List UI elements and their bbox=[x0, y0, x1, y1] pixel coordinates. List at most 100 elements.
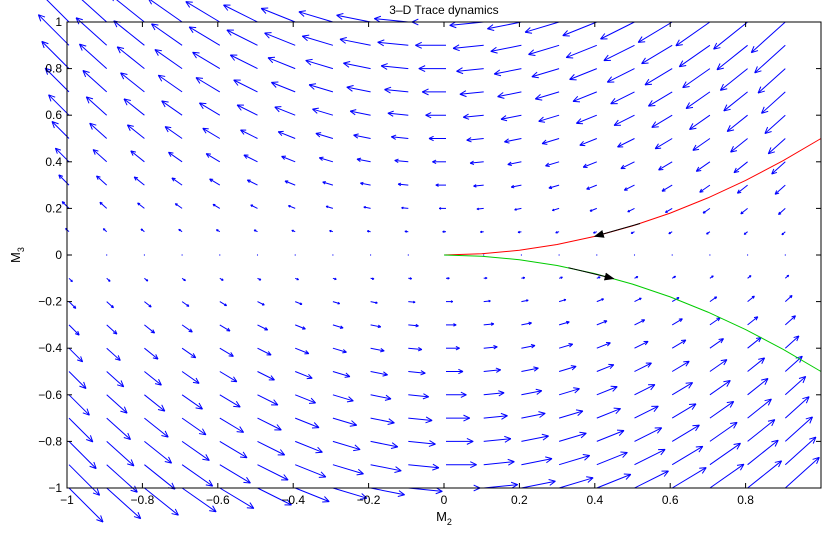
y-tick-label: −0.8 bbox=[38, 434, 62, 448]
field-arrow bbox=[652, 115, 672, 127]
field-arrow bbox=[672, 361, 689, 371]
field-arrow bbox=[467, 138, 484, 142]
field-arrow bbox=[52, 122, 69, 139]
field-arrow bbox=[193, 52, 220, 68]
y-axis-title-main: M bbox=[8, 252, 23, 263]
field-arrow bbox=[241, 130, 258, 139]
field-arrow bbox=[371, 325, 381, 328]
field-arrow bbox=[261, 8, 295, 22]
field-arrow bbox=[295, 441, 322, 452]
field-arrow bbox=[292, 230, 295, 232]
field-arrow bbox=[107, 441, 134, 465]
field-arrow bbox=[635, 363, 652, 372]
field-arrow bbox=[748, 317, 758, 325]
field-arrow bbox=[69, 441, 96, 468]
field-arrow bbox=[785, 316, 795, 325]
field-arrow bbox=[408, 464, 439, 470]
field-arrow bbox=[330, 230, 333, 232]
field-arrow bbox=[220, 372, 237, 382]
field-arrow bbox=[319, 157, 333, 162]
field-arrow bbox=[446, 415, 470, 421]
field-arrow bbox=[508, 162, 522, 166]
field-arrow bbox=[340, 37, 371, 45]
field-arrow bbox=[275, 107, 295, 116]
field-arrow bbox=[323, 182, 333, 186]
field-arrow bbox=[755, 45, 786, 73]
field-arrow bbox=[693, 139, 710, 151]
field-arrow bbox=[364, 207, 371, 209]
field-arrow bbox=[278, 131, 295, 138]
field-arrow bbox=[446, 324, 456, 327]
field-arrow bbox=[532, 69, 559, 78]
field-arrow bbox=[90, 123, 107, 138]
field-arrow bbox=[576, 115, 596, 124]
field-arrow bbox=[559, 388, 579, 395]
field-arrow bbox=[103, 229, 106, 232]
y-tick-label: −1 bbox=[48, 481, 62, 495]
field-arrow bbox=[127, 125, 144, 139]
field-arrow bbox=[463, 114, 483, 119]
field-arrow bbox=[521, 344, 535, 348]
field-arrow bbox=[624, 185, 634, 190]
field-arrow bbox=[371, 395, 391, 401]
field-arrow bbox=[645, 69, 672, 85]
field-arrow bbox=[648, 92, 672, 106]
field-arrow bbox=[596, 254, 597, 255]
field-arrow bbox=[388, 111, 408, 116]
field-arrow bbox=[265, 33, 296, 46]
field-arrow bbox=[690, 115, 710, 129]
field-arrow bbox=[182, 418, 206, 435]
field-arrow bbox=[477, 208, 484, 210]
field-arrow bbox=[38, 15, 69, 46]
field-arrow bbox=[408, 301, 415, 303]
field-arrow bbox=[484, 368, 501, 372]
field-arrow bbox=[720, 69, 747, 91]
field-arrow bbox=[583, 162, 597, 168]
field-arrow bbox=[731, 139, 748, 153]
x-tick-label: 0 bbox=[441, 493, 448, 507]
field-arrow bbox=[237, 105, 257, 115]
field-arrow bbox=[199, 103, 219, 115]
field-arrow bbox=[748, 358, 765, 372]
x-tick-label: 0.8 bbox=[737, 493, 754, 507]
field-arrow bbox=[662, 185, 672, 191]
field-arrow bbox=[741, 208, 748, 213]
field-arrow bbox=[295, 465, 326, 478]
field-arrow bbox=[604, 45, 635, 60]
field-arrow bbox=[144, 441, 171, 463]
field-arrow bbox=[559, 321, 569, 325]
field-arrow bbox=[343, 61, 370, 68]
field-arrow bbox=[552, 208, 559, 210]
field-arrow bbox=[288, 206, 295, 209]
field-arrow bbox=[313, 108, 333, 115]
field-arrow bbox=[659, 162, 673, 170]
field-arrow bbox=[230, 55, 257, 69]
field-arrow bbox=[672, 340, 686, 348]
field-arrow bbox=[672, 425, 699, 441]
field-arrow bbox=[710, 360, 727, 372]
field-arrow bbox=[747, 254, 748, 255]
field-arrow bbox=[580, 139, 597, 146]
field-arrow bbox=[597, 386, 617, 395]
field-arrow bbox=[172, 178, 182, 185]
field-arrow bbox=[398, 183, 408, 186]
field-arrow bbox=[669, 232, 672, 234]
field-arrow bbox=[710, 339, 724, 349]
field-arrow bbox=[69, 372, 86, 389]
field-arrow bbox=[710, 381, 730, 395]
field-arrow bbox=[107, 325, 117, 334]
field-arrow bbox=[484, 413, 508, 419]
field-arrow bbox=[371, 441, 398, 448]
field-arrow bbox=[429, 136, 446, 140]
field-arrow bbox=[563, 22, 597, 36]
field-arrow bbox=[306, 59, 333, 68]
field-arrow bbox=[371, 348, 385, 352]
x-axis-title-main: M bbox=[436, 509, 447, 524]
field-arrow bbox=[559, 432, 586, 441]
field-arrow bbox=[69, 278, 72, 281]
field-arrow bbox=[408, 254, 409, 255]
field-arrow bbox=[182, 254, 183, 255]
field-arrow bbox=[635, 428, 662, 442]
x-tick-label: 0.2 bbox=[511, 493, 528, 507]
